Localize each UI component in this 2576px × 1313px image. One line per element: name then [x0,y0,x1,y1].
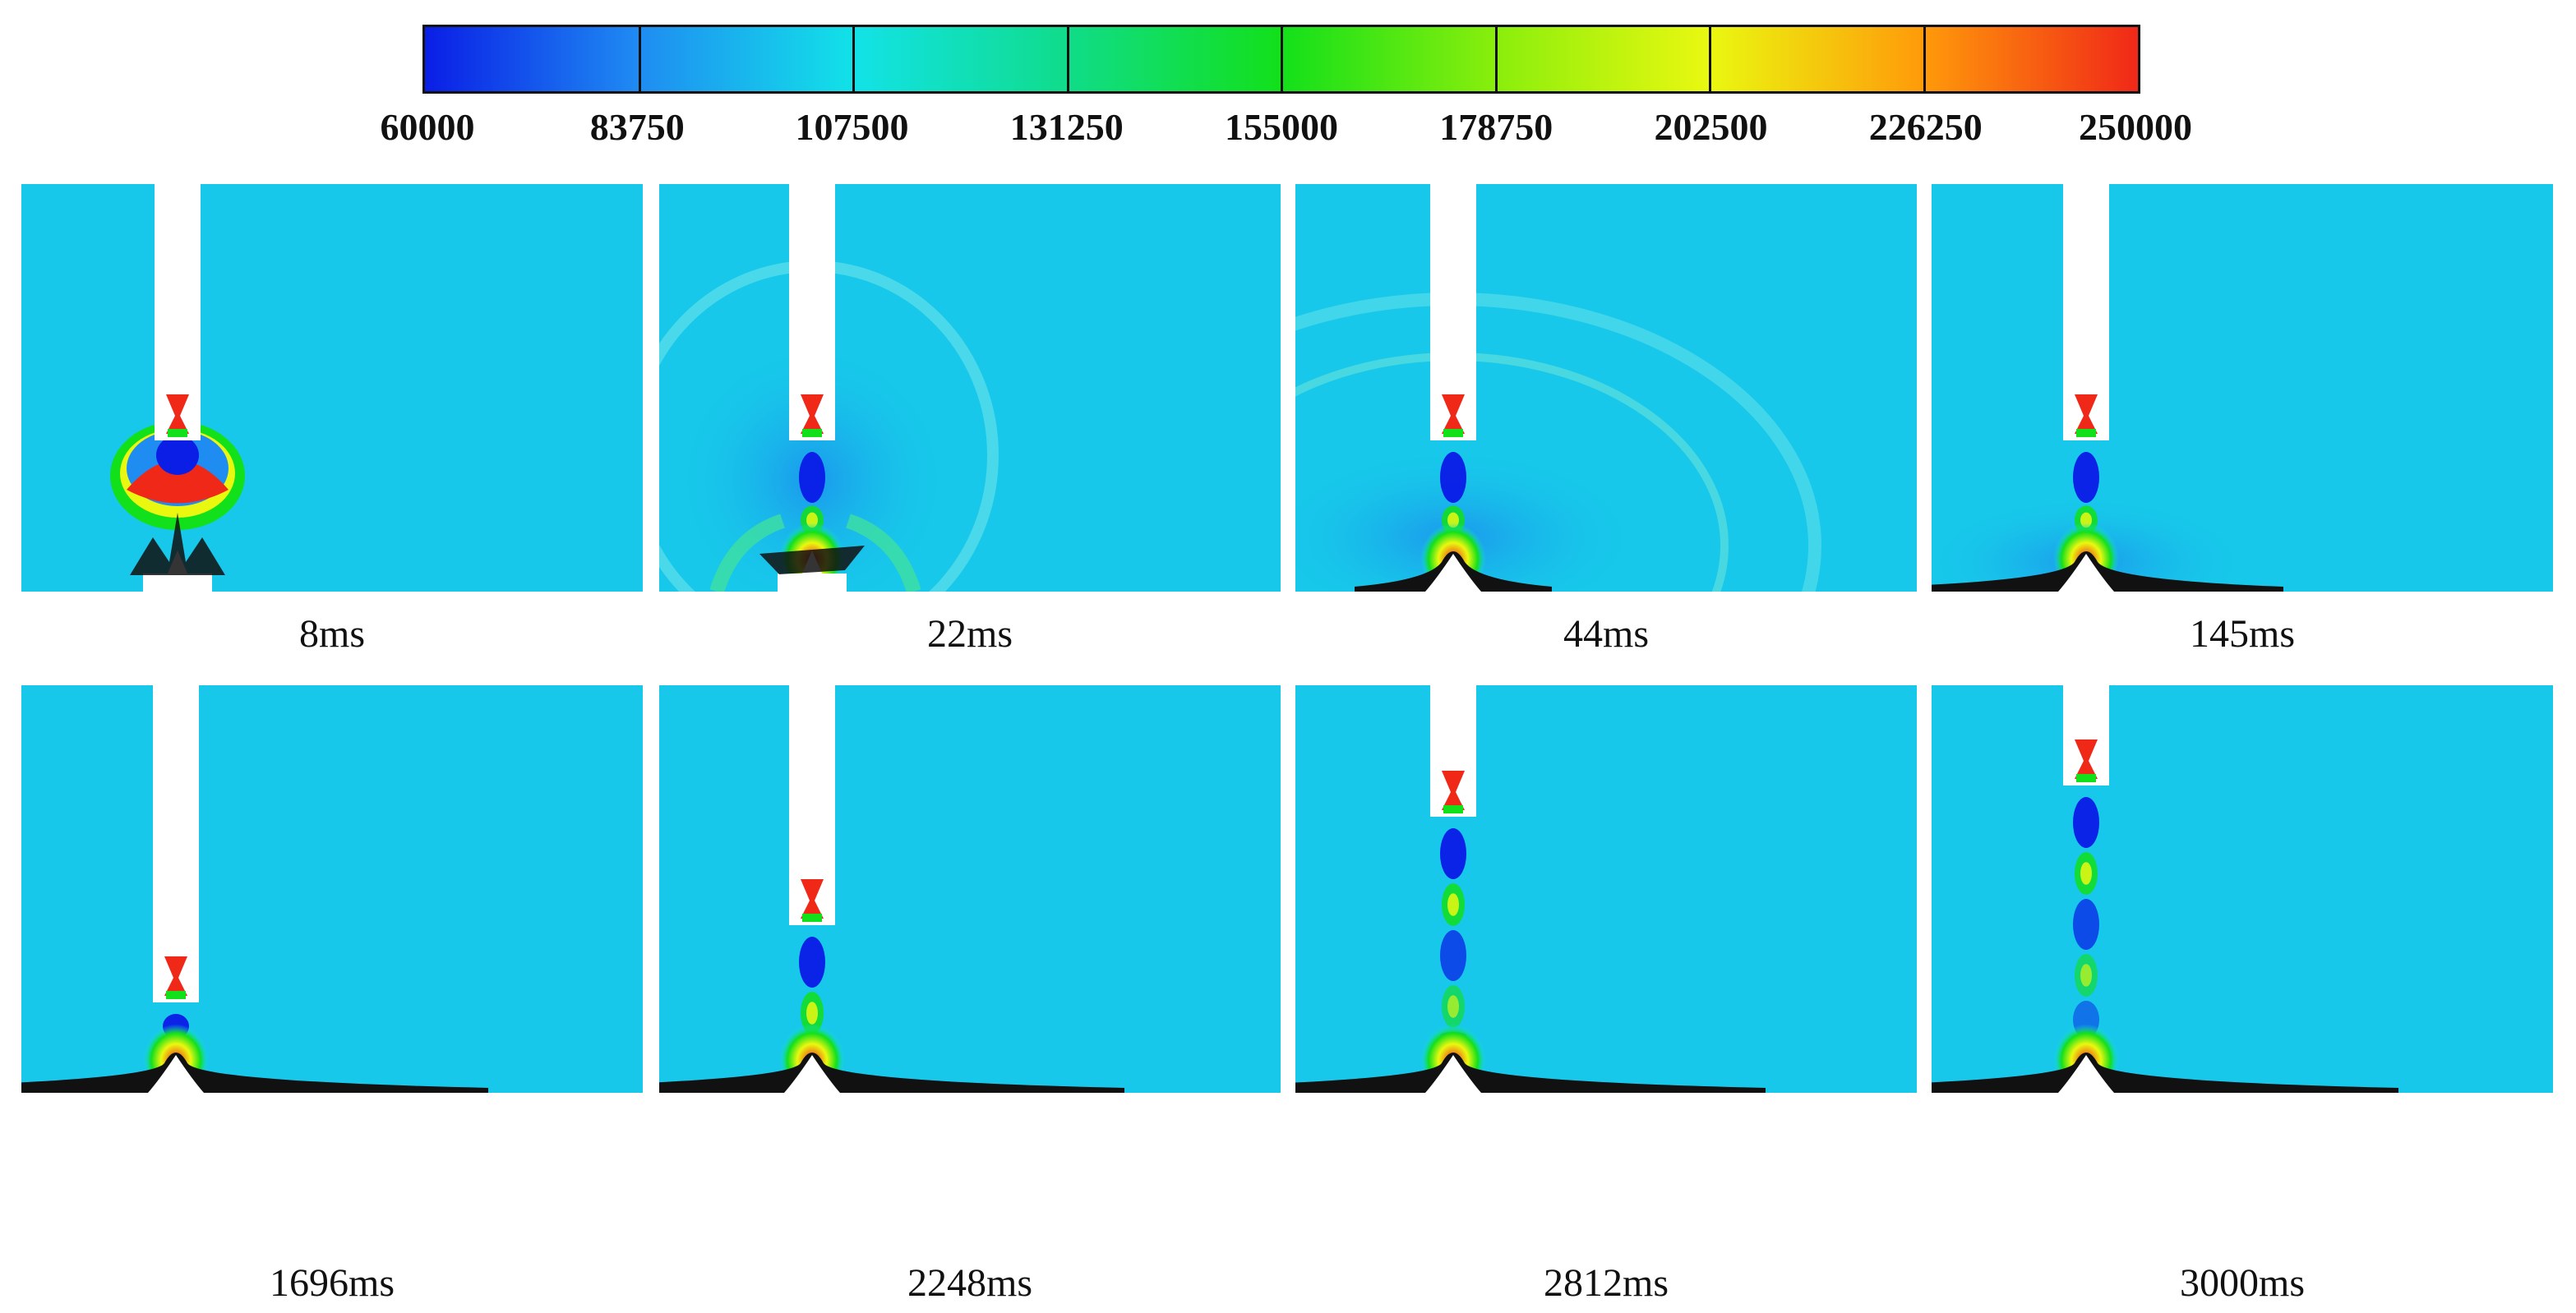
nozzle-outlet [1443,429,1463,437]
colorbar-tick-label: 178750 [1439,106,1553,148]
jet-low-pressure-cell [2073,797,2099,848]
colorbar-separator [638,27,641,91]
colorbar-tick-label: 202500 [1654,106,1768,148]
nozzle-outlet [166,991,186,999]
jet-low-pressure-cell [799,452,825,503]
contour-plot [1932,685,2398,1093]
frame-8ms [21,184,643,592]
contour-plot [110,184,245,592]
pressure-wave-foot [709,514,786,592]
jet-low-pressure-cell [1440,930,1466,981]
time-label-44ms: 44ms [1563,612,1649,656]
nozzle-outlet [2076,429,2096,437]
frame-44ms [1295,184,1917,592]
frame-2248ms [659,685,1281,1093]
colorbar-tick-label: 226250 [1868,106,1983,148]
pipe-channel [153,685,199,1002]
jet-low-pressure-cell [799,937,825,988]
frame-145ms [1932,184,2553,592]
jet-low-pressure-cell [2073,899,2099,950]
low-pressure-region [1295,447,1642,592]
deformed-ground-layer [1295,1053,1766,1093]
deformed-ground-layer [1932,1053,2398,1093]
jet-low-pressure-cell [1440,452,1466,503]
nozzle-high-pressure [801,879,824,919]
time-label-3000ms: 3000ms [2179,1261,2305,1305]
frame-3000ms [1932,685,2553,1093]
colorbar-tick-label: 250000 [2079,106,2192,148]
high-pressure-region [127,460,229,504]
jet-shock-cell-core [2080,964,2092,987]
colorbar-separator [1709,27,1711,91]
time-label-8ms: 8ms [298,612,365,656]
target-body [784,1055,840,1093]
time-label-2812ms: 2812ms [1543,1261,1669,1305]
colorbar-separator [1281,27,1283,91]
jet-low-pressure-cell [1440,828,1466,879]
debris-fragments [759,546,865,574]
deformed-ground-layer [1932,551,2283,592]
contour-plot [21,685,488,1093]
nozzle-high-pressure [1442,394,1465,434]
nozzle-outlet [2076,774,2096,782]
target-body [1425,554,1481,592]
debris-fragments [130,513,225,575]
colorbar-separator [1066,27,1069,91]
contour-plot [1295,685,1766,1093]
contour-plot [659,685,1124,1093]
target-body [148,1055,204,1093]
colorbar-separator [1494,27,1498,91]
nozzle-high-pressure [2075,394,2098,434]
frame-1696ms [21,685,643,1093]
nozzle-outlet [802,914,822,922]
frame-22ms [659,184,1281,592]
deformed-ground-layer [21,1053,488,1093]
nozzle-high-pressure [801,394,824,434]
jet-shock-cell-core [806,1002,818,1025]
nozzle-outlet [1443,805,1463,813]
target-body [2058,1055,2114,1093]
colorbar-separator [1923,27,1926,91]
jet-shock-cell-core [1447,893,1459,916]
nozzle-outlet [802,429,822,437]
pressure-colorbar [422,25,2140,94]
colorbar-tick-label: 60000 [380,106,475,148]
jet-shock-cell-core [1447,995,1459,1018]
target-body [1425,1055,1481,1093]
jet-shock-cell-core [2080,862,2092,885]
colorbar-separator [852,27,855,91]
low-pressure-core [156,435,199,475]
deformed-ground-layer [659,1053,1124,1093]
time-label-1696ms: 1696ms [269,1261,395,1305]
pressure-wave-foot [845,514,921,592]
time-label-2248ms: 2248ms [907,1261,1032,1305]
target-body [2058,554,2114,592]
nozzle-high-pressure [1442,771,1465,810]
time-label-145ms: 145ms [2189,612,2295,656]
nozzle-outlet [168,429,187,437]
jet-low-pressure-cell [2073,452,2099,503]
frame-2812ms [1295,685,1917,1093]
time-label-22ms: 22ms [926,612,1013,656]
contour-plot [1932,184,2283,592]
colorbar-tick-label: 155000 [1225,106,1338,148]
contour-plot [659,184,999,592]
nozzle-high-pressure [164,956,187,996]
nozzle-high-pressure [166,394,189,434]
contour-plot [1295,184,1821,592]
nozzle-high-pressure [2075,739,2098,779]
colorbar-tick-label: 131250 [1009,106,1124,148]
colorbar-tick-label: 107500 [795,106,909,148]
colorbar-tick-label: 83750 [589,106,685,148]
